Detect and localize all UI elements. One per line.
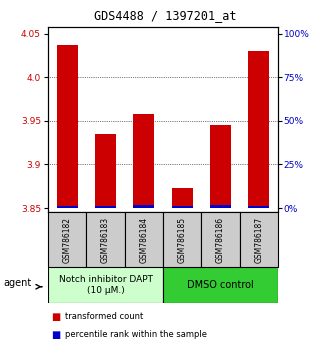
Text: GSM786187: GSM786187 xyxy=(254,217,263,263)
Text: GSM786185: GSM786185 xyxy=(178,217,187,263)
Text: percentile rank within the sample: percentile rank within the sample xyxy=(65,330,207,339)
Bar xyxy=(95,134,116,208)
Bar xyxy=(57,45,78,208)
Text: transformed count: transformed count xyxy=(65,312,143,321)
Text: Notch inhibitor DAPT
(10 μM.): Notch inhibitor DAPT (10 μM.) xyxy=(59,275,153,295)
Bar xyxy=(210,205,231,208)
FancyBboxPatch shape xyxy=(201,212,240,267)
FancyBboxPatch shape xyxy=(163,212,201,267)
Text: GSM786186: GSM786186 xyxy=(216,217,225,263)
FancyBboxPatch shape xyxy=(48,212,86,267)
Bar xyxy=(248,206,269,208)
FancyBboxPatch shape xyxy=(163,267,278,303)
Bar xyxy=(248,51,269,208)
Bar xyxy=(210,125,231,208)
Bar xyxy=(57,206,78,208)
Bar xyxy=(133,114,154,208)
Bar xyxy=(172,206,193,208)
FancyBboxPatch shape xyxy=(86,212,125,267)
Text: ■: ■ xyxy=(51,330,61,339)
FancyBboxPatch shape xyxy=(48,267,163,303)
Text: agent: agent xyxy=(3,278,31,288)
FancyBboxPatch shape xyxy=(125,212,163,267)
Text: DMSO control: DMSO control xyxy=(187,280,254,290)
FancyBboxPatch shape xyxy=(240,212,278,267)
Text: ■: ■ xyxy=(51,312,61,322)
Bar xyxy=(95,206,116,208)
Text: GDS4488 / 1397201_at: GDS4488 / 1397201_at xyxy=(94,9,237,22)
Text: GSM786184: GSM786184 xyxy=(139,217,148,263)
Text: GSM786182: GSM786182 xyxy=(63,217,72,263)
Text: GSM786183: GSM786183 xyxy=(101,217,110,263)
Bar xyxy=(133,205,154,208)
Bar xyxy=(172,188,193,208)
